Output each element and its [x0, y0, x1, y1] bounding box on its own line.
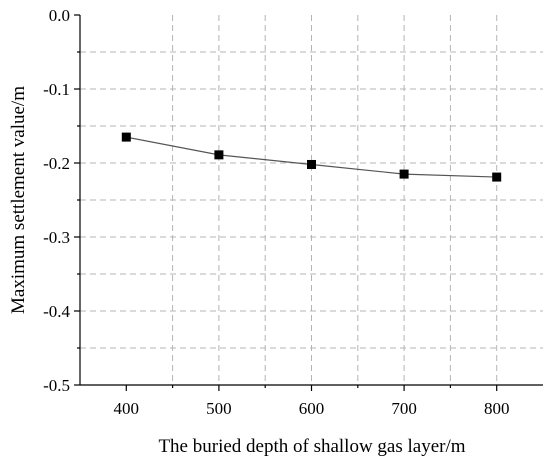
y-tick-label: -0.5	[43, 376, 70, 395]
data-point	[121, 132, 131, 142]
x-tick-label: 600	[299, 399, 325, 418]
x-tick-label: 500	[206, 399, 232, 418]
x-tick-label: 700	[391, 399, 417, 418]
y-axis-title: Maximum settlement value/m	[8, 86, 29, 314]
y-tick-label: 0.0	[49, 6, 70, 25]
data-point	[492, 172, 502, 182]
y-tick-label: -0.3	[43, 228, 70, 247]
data-series	[121, 132, 502, 182]
data-point	[399, 169, 409, 179]
x-tick-label: 400	[114, 399, 140, 418]
grid	[80, 15, 543, 385]
x-tick-label: 800	[484, 399, 510, 418]
x-axis-ticks: 400 500 600 700 800	[114, 385, 510, 418]
y-tick-label: -0.1	[43, 80, 70, 99]
x-axis-title: The buried depth of shallow gas layer/m	[158, 436, 465, 457]
y-axis-ticks: 0.0 -0.1 -0.2 -0.3 -0.4 -0.5	[43, 6, 80, 395]
y-tick-label: -0.2	[43, 154, 70, 173]
data-point	[307, 159, 316, 169]
y-tick-label: -0.4	[43, 302, 70, 321]
data-point	[214, 150, 224, 160]
